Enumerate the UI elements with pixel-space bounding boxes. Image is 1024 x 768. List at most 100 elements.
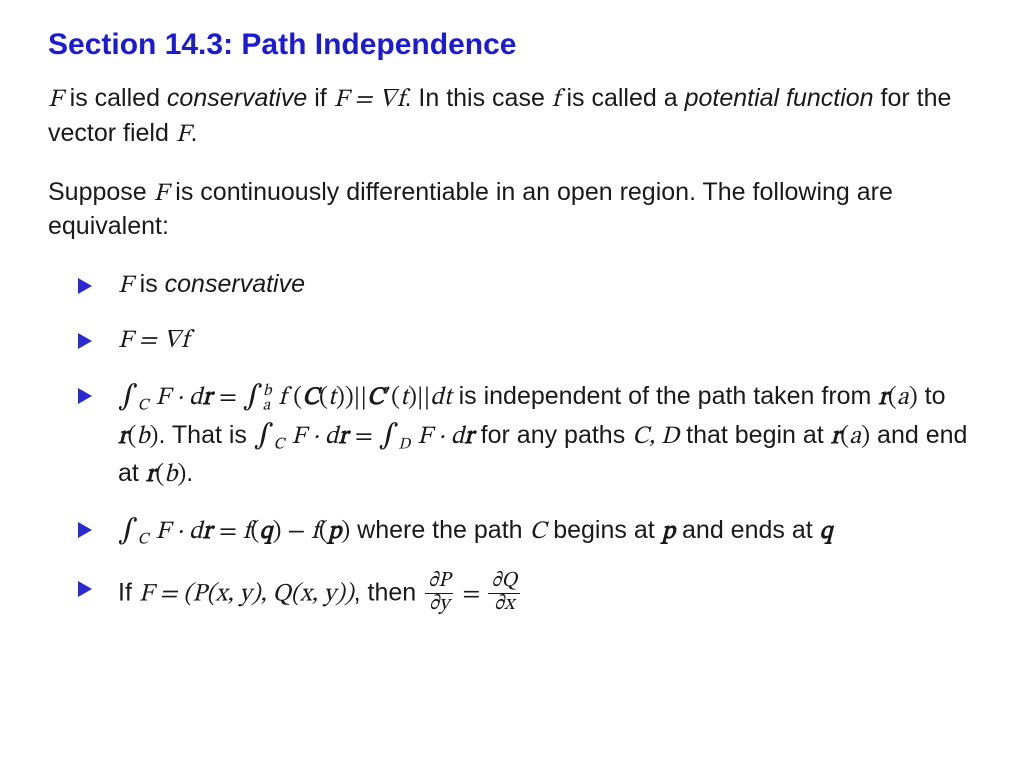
text: . In this case <box>405 84 552 112</box>
b: b <box>136 424 149 449</box>
f: f <box>243 519 251 544</box>
t: t <box>400 385 408 410</box>
math-F3: F <box>154 181 169 206</box>
prime: ′( <box>384 385 400 410</box>
text: . <box>191 119 198 147</box>
dt: dt <box>430 385 451 410</box>
vec-r: r <box>118 424 128 449</box>
text: if <box>307 84 333 112</box>
sub-a: a <box>263 397 271 413</box>
vec-r: r <box>831 424 841 449</box>
math: F · d <box>156 385 203 410</box>
math: F · d <box>291 424 338 449</box>
text: is called <box>63 84 167 112</box>
text: , then <box>354 579 424 607</box>
math-F2: F <box>176 122 191 147</box>
section-title: Section 14.3: Path Independence <box>48 28 976 62</box>
paren: ) <box>177 462 186 487</box>
paren: )|| <box>408 385 430 410</box>
text: and ends at <box>675 516 820 544</box>
math-f: f <box>552 87 560 112</box>
text: . That is <box>158 421 253 449</box>
denominator: ∂y <box>425 594 453 616</box>
text: that begin at <box>679 421 831 449</box>
vec-r: r <box>203 385 213 410</box>
eq: = <box>219 385 243 410</box>
math: f <box>278 385 293 410</box>
integral-icon: ∫ <box>118 382 138 411</box>
paren: ( <box>319 519 328 544</box>
sub-C: C <box>138 397 149 413</box>
a: a <box>849 424 861 449</box>
bullet-partial-condition: If F = (P(x, y), Q(x, y)), then ∂P∂y = ∂… <box>78 571 976 617</box>
integral-icon: ∫ <box>254 421 274 450</box>
f: f <box>311 519 319 544</box>
text: If <box>118 579 139 607</box>
sup-b: b <box>263 383 271 399</box>
term-potential-function: potential function <box>685 84 874 112</box>
numerator: ∂P <box>425 571 453 594</box>
paren: ) <box>341 519 350 544</box>
vec-q: q <box>259 519 272 544</box>
bullet-gradient: F = ∇f <box>78 323 976 358</box>
math-gradf: F = ∇f <box>334 87 405 112</box>
CD: C, D <box>632 424 679 449</box>
text: . <box>186 459 193 487</box>
fraction-dQdx: ∂Q∂x <box>488 571 520 617</box>
fraction-dPdy: ∂P∂y <box>425 571 453 617</box>
integral-icon: ∫ <box>243 382 263 411</box>
math: F · d <box>156 519 203 544</box>
vec-Cp: C <box>367 385 384 410</box>
b: b <box>164 462 177 487</box>
term-conservative2: conservative <box>165 270 305 298</box>
text: is called a <box>560 84 685 112</box>
bullet-path-independent: ∫C F · dr = ∫ab f (C(t))||C′(t)||dt is i… <box>78 378 976 492</box>
text: begins at <box>546 516 661 544</box>
vec-r: r <box>338 424 348 449</box>
math: F · d <box>417 424 464 449</box>
bullet-fundamental-theorem: ∫C F · dr = f(q) − f(p) where the path C… <box>78 512 976 552</box>
paren: ))|| <box>336 385 367 410</box>
integral-icon: ∫ <box>379 421 399 450</box>
equivalence-list: F is conservative F = ∇f ∫C F · dr = ∫ab… <box>48 268 976 617</box>
text: to <box>918 382 946 410</box>
text: is continuously differentiable in an ope… <box>48 178 893 241</box>
vec-r: r <box>464 424 474 449</box>
paren: ) <box>861 424 870 449</box>
math-F: F <box>48 87 63 112</box>
arg: ( <box>888 385 897 410</box>
math: ( <box>319 385 328 410</box>
eq: = <box>219 519 243 544</box>
text: is independent of the path taken from <box>452 382 879 410</box>
integral-icon: ∫ <box>118 516 138 545</box>
term-conservative: conservative <box>167 84 307 112</box>
math-gradf2: F = ∇f <box>118 328 189 353</box>
paren: ) − <box>273 519 312 544</box>
paren: ( <box>293 385 302 410</box>
sub-D: D <box>398 437 410 453</box>
eq: = <box>462 582 486 607</box>
vec-r: r <box>146 462 156 487</box>
numerator: ∂Q <box>488 571 520 594</box>
C: C <box>530 519 547 544</box>
vec-r: r <box>878 385 888 410</box>
bullet-conservative: F is conservative <box>78 268 976 303</box>
text: Suppose <box>48 178 154 206</box>
F-components: F = (P(x, y), Q(x, y)) <box>139 582 354 607</box>
vec-p: p <box>662 519 675 544</box>
slide-content: Section 14.3: Path Independence F is cal… <box>0 0 1024 657</box>
sub-C: C <box>138 531 149 547</box>
text: where the path <box>350 516 529 544</box>
sub-C: C <box>274 437 285 453</box>
definition-paragraph: F is called conservative if F = ∇f. In t… <box>48 82 976 152</box>
t: t <box>328 385 336 410</box>
text: is <box>133 270 165 298</box>
vec-p: p <box>328 519 341 544</box>
math-F4: F <box>118 273 133 298</box>
a: a <box>897 385 909 410</box>
arg: ( <box>155 462 164 487</box>
paren: ) <box>909 385 918 410</box>
vec-r: r <box>203 519 213 544</box>
vec-C: C <box>302 385 319 410</box>
arg: ( <box>840 424 849 449</box>
